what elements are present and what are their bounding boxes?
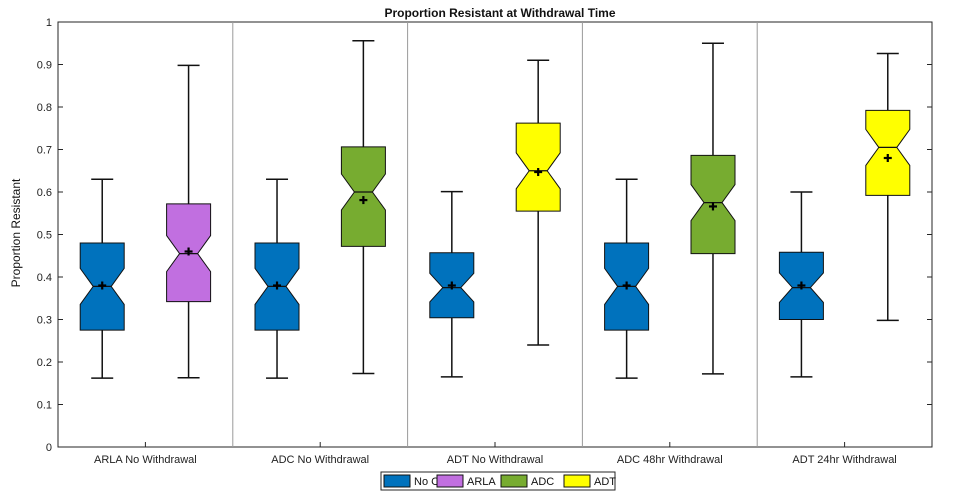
legend-swatch [436, 474, 464, 488]
plot-area: 0 0.1 0.2 0.3 0.4 0.5 0.6 0.7 0.8 0.9 1 ARLA No Wit… [37, 17, 933, 466]
x-tick-label: ADT No Withdrawal [447, 454, 543, 466]
x-tick-label: ADC No Withdrawal [271, 454, 369, 466]
y-tick-label: 1 [46, 17, 52, 29]
x-tick-label: ADT 24hr Withdrawal [792, 454, 896, 466]
y-tick-label: 0.5 [37, 230, 52, 242]
legend-label: ARLA [467, 476, 496, 488]
y-tick-label: 0.4 [37, 272, 52, 284]
y-tick-label: 0.7 [37, 145, 52, 157]
y-axis-label: Proportion Resistant [9, 178, 23, 287]
legend-label: ADT [594, 476, 616, 488]
y-tick-label: 0.3 [37, 315, 52, 327]
box-adt [865, 109, 911, 196]
y-tick-label: 0.8 [37, 102, 52, 114]
y-tick-label: 0 [46, 442, 52, 454]
x-tick-label: ARLA No Withdrawal [94, 454, 197, 466]
x-tick-label: ADC 48hr Withdrawal [617, 454, 723, 466]
y-tick-label: 0.6 [37, 187, 52, 199]
y-tick-label: 0.2 [37, 357, 52, 369]
legend: No CTC ARLA ADC ADT [380, 471, 616, 491]
box-adt [515, 122, 561, 212]
legend-label: ADC [531, 476, 554, 488]
legend-swatch [500, 474, 528, 488]
chart-title: Proportion Resistant at Withdrawal Time [384, 6, 615, 20]
legend-swatch [563, 474, 591, 488]
y-tick-label: 0.9 [37, 60, 52, 72]
legend-swatch [383, 474, 411, 488]
y-tick-label: 0.1 [37, 400, 52, 412]
